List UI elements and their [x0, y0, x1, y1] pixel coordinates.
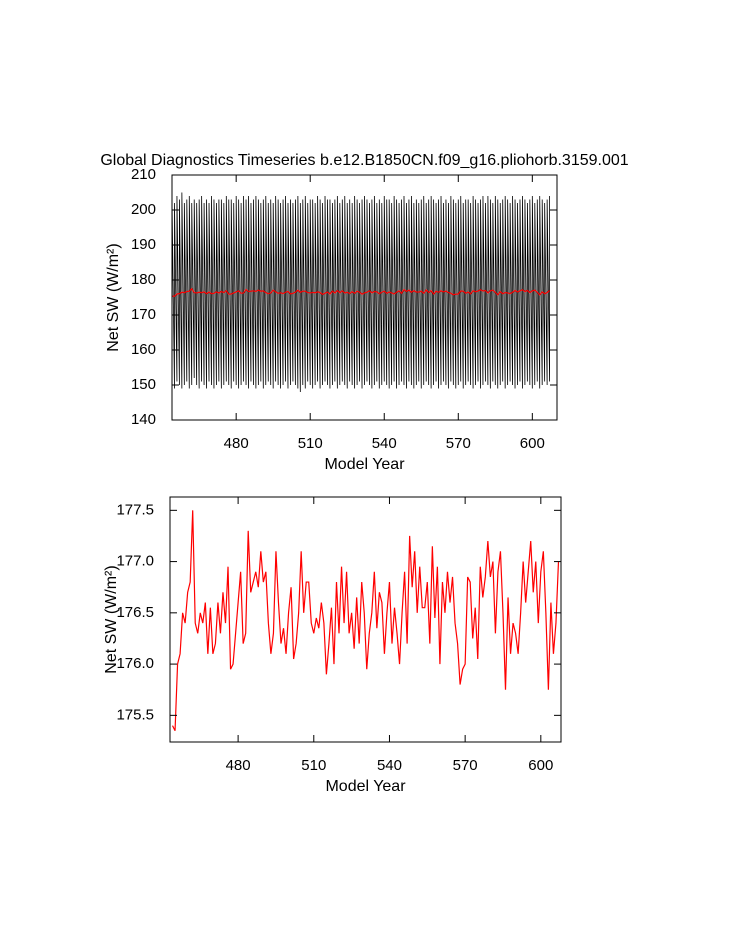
x-tick-label: 600: [528, 757, 553, 774]
plot-frame: [169, 496, 562, 743]
y-axis-label: Net SW (W/m²): [103, 565, 120, 673]
y-tick-label: 177.5: [116, 501, 154, 518]
x-tick-label: 480: [224, 435, 249, 452]
y-tick-label: 176.5: [116, 604, 154, 621]
x-tick-label: 480: [226, 757, 251, 774]
y-tick-label: 180: [131, 271, 156, 288]
x-axis-label: Model Year: [325, 778, 406, 795]
plot-frame: [171, 174, 558, 421]
y-tick-label: 160: [131, 341, 156, 358]
y-tick-label: 190: [131, 236, 156, 253]
x-axis-label: Model Year: [324, 456, 405, 473]
y-tick-label: 175.5: [116, 706, 154, 723]
x-tick-label: 570: [446, 435, 471, 452]
x-tick-label: 570: [453, 757, 478, 774]
y-tick-label: 176.0: [116, 655, 154, 672]
x-tick-label: 600: [520, 435, 545, 452]
x-tick-label: 510: [301, 757, 326, 774]
y-tick-label: 170: [131, 306, 156, 323]
y-tick-label: 177.0: [116, 553, 154, 570]
y-axis-label: Net SW (W/m²): [105, 243, 122, 351]
y-tick-label: 140: [131, 411, 156, 428]
x-tick-label: 540: [372, 435, 397, 452]
y-tick-label: 200: [131, 201, 156, 218]
y-tick-label: 150: [131, 376, 156, 393]
x-tick-label: 510: [298, 435, 323, 452]
annual-mean-line: [171, 510, 560, 731]
chart-title: Global Diagnostics Timeseries b.e12.B185…: [100, 152, 628, 169]
annual-mean-line: [171, 287, 550, 297]
x-tick-label: 540: [377, 757, 402, 774]
y-tick-label: 210: [131, 166, 156, 183]
monthly-line: [171, 192, 550, 393]
